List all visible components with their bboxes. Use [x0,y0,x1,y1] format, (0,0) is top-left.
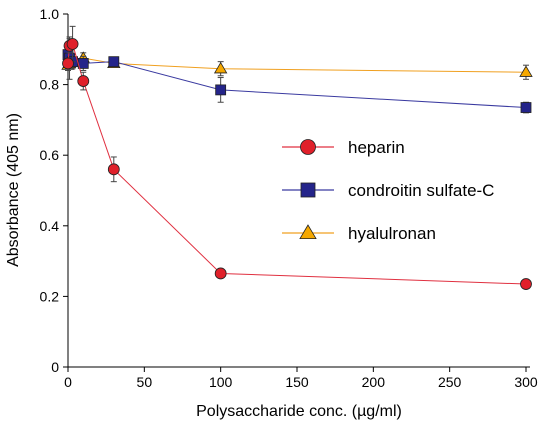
data-point [77,75,90,87]
legend-marker [300,182,316,198]
series-line [67,43,527,285]
data-point [214,267,227,280]
y-tick-label: 0.8 [40,77,60,93]
y-axis-title: Absorbance (405 nm) [5,113,22,267]
y-tick-label: 0.2 [40,288,60,304]
x-ticks: 0 50 100 150 200 250 300 [64,367,538,390]
data-point [62,57,74,70]
legend-label: hyalulronan [348,224,436,243]
data-point [520,102,532,113]
legend: heparin condroitin sulfate-C hyalulronan [282,138,494,243]
data-point [520,278,532,290]
data-point [213,61,228,74]
series-triangle [61,51,533,80]
legend-item: hyalulronan [282,224,436,243]
x-tick-label: 150 [285,374,309,390]
legend-marker [300,139,316,155]
legend-item: condroitin sulfate-C [282,181,494,200]
x-tick-label: 300 [514,374,538,390]
data-point [215,84,227,96]
axes [67,14,530,368]
y-tick-label: 0.6 [40,147,60,163]
x-tick-label: 250 [438,374,462,390]
legend-item: heparin [282,138,405,157]
data-point [108,56,120,68]
x-tick-label: 100 [209,374,233,390]
y-tick-label: 0 [51,359,59,375]
legend-label: condroitin sulfate-C [348,181,494,200]
data-point [519,65,533,77]
x-tick-label: 200 [362,374,386,390]
legend-marker [299,224,317,240]
y-tick-label: 1.0 [40,6,60,22]
x-axis-title: Polysaccharide conc. (µg/ml) [196,403,402,420]
y-tick-label: 0.4 [40,218,60,234]
series-layer [61,25,533,290]
series-line [67,54,527,109]
series-circle [62,25,532,290]
data-point [107,163,120,176]
x-tick-label: 50 [137,374,153,390]
x-tick-label: 0 [64,374,72,390]
data-point [66,38,79,50]
legend-label: heparin [348,138,405,157]
data-point [77,58,89,69]
y-ticks: 0 0.2 0.4 0.6 0.8 1.0 [40,6,68,375]
series-line [67,57,527,73]
series-square [62,36,532,114]
